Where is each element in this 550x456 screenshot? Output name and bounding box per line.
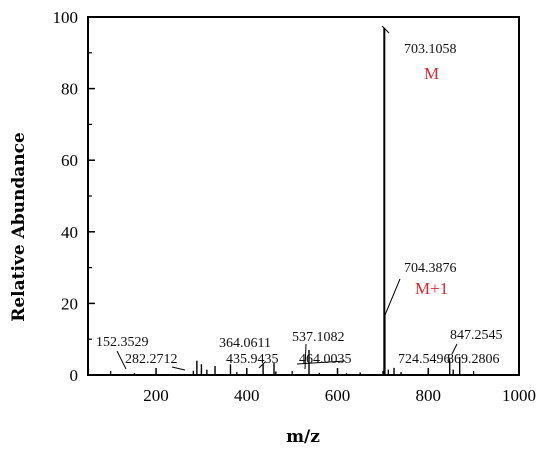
peak-label: 282.2712: [125, 352, 178, 367]
peak-label: 847.2545: [450, 328, 503, 343]
annotation-leader-line: [116, 350, 127, 370]
plot-frame: [87, 16, 520, 376]
y-tick-label: 60: [61, 151, 78, 170]
peak-label: 724.5496: [398, 352, 451, 367]
peak-label: 537.1082: [292, 330, 345, 345]
annotation-leader-line: [171, 366, 186, 371]
y-axis-title: Relative Abundance: [9, 132, 29, 322]
x-tick-label: 600: [325, 386, 351, 405]
molecular-ion-label: M: [424, 64, 439, 83]
x-axis-ticks: 200 400 600 800 1000: [110, 368, 536, 405]
x-tick-label: 800: [416, 386, 442, 405]
y-tick-label: 0: [70, 366, 79, 385]
peak-bars: [133, 27, 461, 375]
peak-label: 152.3529: [96, 335, 149, 350]
peak-label: 704.3876: [404, 261, 457, 276]
annotation-leader-line: [258, 361, 266, 369]
y-tick-label: 20: [61, 294, 78, 313]
isotope-peak-label: M+1: [415, 279, 448, 298]
peak-label: 364.0611: [219, 336, 271, 351]
x-tick-label: 200: [143, 386, 169, 405]
peak-label: 703.1058: [404, 42, 457, 57]
peak-label: 464.0035: [299, 352, 352, 367]
y-tick-label: 80: [61, 80, 78, 99]
peak-label: 435.9435: [226, 352, 279, 367]
y-tick-label: 100: [53, 8, 79, 27]
annotation-leader-line: [304, 343, 307, 370]
y-tick-label: 40: [61, 223, 78, 242]
peak-label: 869.2806: [447, 352, 500, 367]
annotation-leader-line: [381, 25, 390, 34]
x-tick-label: 400: [234, 386, 260, 405]
annotation-leader-line: [451, 343, 458, 355]
annotation-leader-lines: [116, 25, 458, 371]
x-tick-label: 1000: [502, 386, 536, 405]
annotation-leader-line: [384, 278, 401, 316]
y-axis-ticks: 0 20 40 60 80 100: [53, 8, 95, 385]
x-axis-title: m/z: [286, 427, 320, 447]
